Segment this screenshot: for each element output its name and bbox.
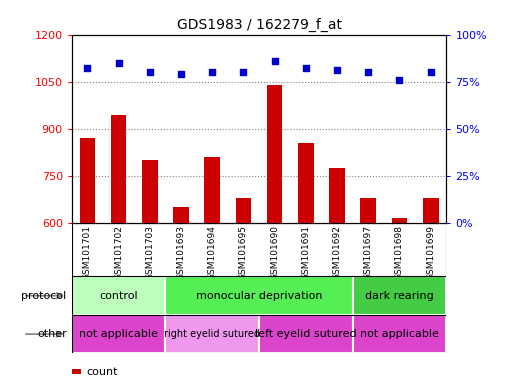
Point: [333, 67, 341, 73]
Text: GSM101699: GSM101699: [426, 225, 435, 280]
Bar: [423, 198, 439, 223]
Bar: [235, 198, 251, 223]
Text: GSM101703: GSM101703: [145, 225, 154, 280]
Bar: [173, 207, 189, 223]
Text: GSM101691: GSM101691: [301, 225, 310, 280]
Bar: [361, 198, 376, 223]
Text: GSM101693: GSM101693: [176, 225, 186, 280]
Point: [83, 65, 91, 71]
Point: [208, 69, 216, 75]
Title: GDS1983 / 162279_f_at: GDS1983 / 162279_f_at: [176, 18, 342, 32]
Text: GSM101694: GSM101694: [208, 225, 217, 280]
Bar: [353, 315, 446, 353]
Bar: [80, 138, 95, 223]
Text: not applicable: not applicable: [360, 329, 439, 339]
Bar: [165, 276, 353, 315]
Text: count: count: [86, 367, 117, 377]
Bar: [142, 160, 157, 223]
Point: [302, 65, 310, 71]
Point: [364, 69, 372, 75]
Text: right eyelid sutured: right eyelid sutured: [164, 329, 260, 339]
Text: control: control: [100, 291, 138, 301]
Bar: [259, 315, 353, 353]
Text: GSM101697: GSM101697: [364, 225, 373, 280]
Text: not applicable: not applicable: [79, 329, 158, 339]
Bar: [267, 85, 283, 223]
Text: GSM101690: GSM101690: [270, 225, 279, 280]
Text: GSM101692: GSM101692: [332, 225, 342, 280]
Bar: [165, 315, 259, 353]
Point: [240, 69, 248, 75]
Bar: [353, 276, 446, 315]
Point: [177, 71, 185, 77]
Text: GSM101701: GSM101701: [83, 225, 92, 280]
Point: [146, 69, 154, 75]
Text: other: other: [37, 329, 67, 339]
Bar: [392, 218, 407, 223]
Text: GSM101698: GSM101698: [395, 225, 404, 280]
Text: dark rearing: dark rearing: [365, 291, 434, 301]
Point: [427, 69, 435, 75]
Text: protocol: protocol: [22, 291, 67, 301]
Bar: [111, 114, 126, 223]
Point: [396, 77, 404, 83]
Point: [270, 58, 279, 64]
Point: [114, 60, 123, 66]
Bar: [298, 143, 313, 223]
Bar: [329, 168, 345, 223]
Bar: [205, 157, 220, 223]
Text: monocular deprivation: monocular deprivation: [196, 291, 322, 301]
Bar: [72, 315, 165, 353]
Text: GSM101702: GSM101702: [114, 225, 123, 280]
Bar: [72, 276, 165, 315]
Text: GSM101695: GSM101695: [239, 225, 248, 280]
Text: left eyelid sutured: left eyelid sutured: [255, 329, 357, 339]
